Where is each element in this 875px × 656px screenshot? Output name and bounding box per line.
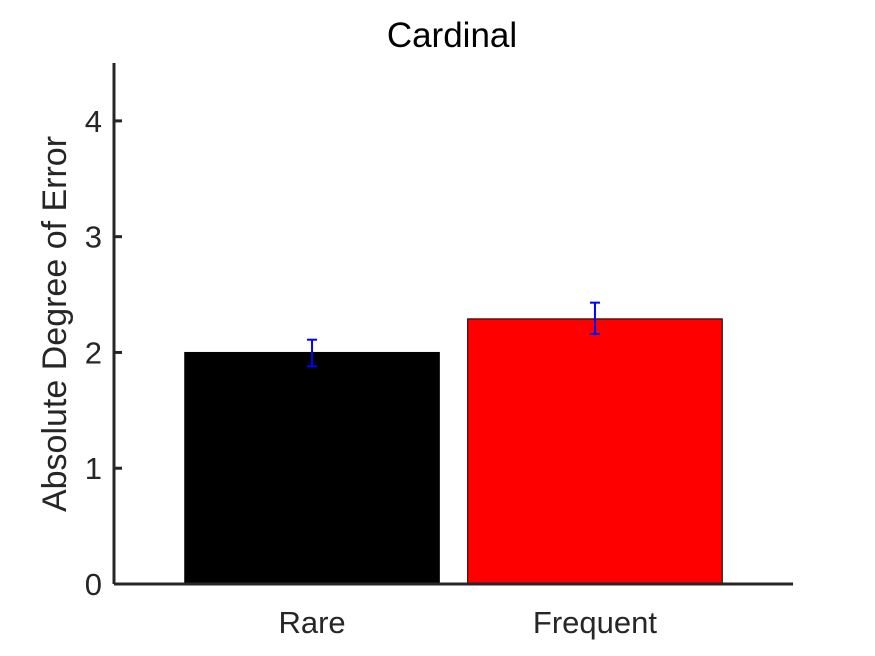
y-tick-label: 1	[85, 451, 102, 486]
error-bar-frequent	[589, 301, 600, 335]
bar-rare	[184, 351, 440, 585]
bars-group	[184, 318, 723, 585]
chart-title: Cardinal	[387, 16, 517, 55]
x-ticks-group: Rare Frequent	[278, 605, 657, 640]
y-tick-label: 2	[85, 335, 102, 370]
x-tick-label-rare: Rare	[278, 605, 345, 640]
error-bars-group	[307, 301, 600, 368]
y-tick-label: 3	[85, 220, 102, 255]
bar-frequent	[467, 318, 723, 585]
y-tick-label: 0	[85, 567, 102, 602]
y-axis-label: Absolute Degree of Error	[36, 136, 74, 512]
axes-group	[112, 63, 793, 586]
error-bar-rare	[307, 338, 318, 368]
y-tick-label: 4	[85, 104, 102, 139]
x-tick-label-frequent: Frequent	[533, 605, 657, 640]
y-ticks-group: 0 1 2 3 4	[85, 104, 122, 602]
